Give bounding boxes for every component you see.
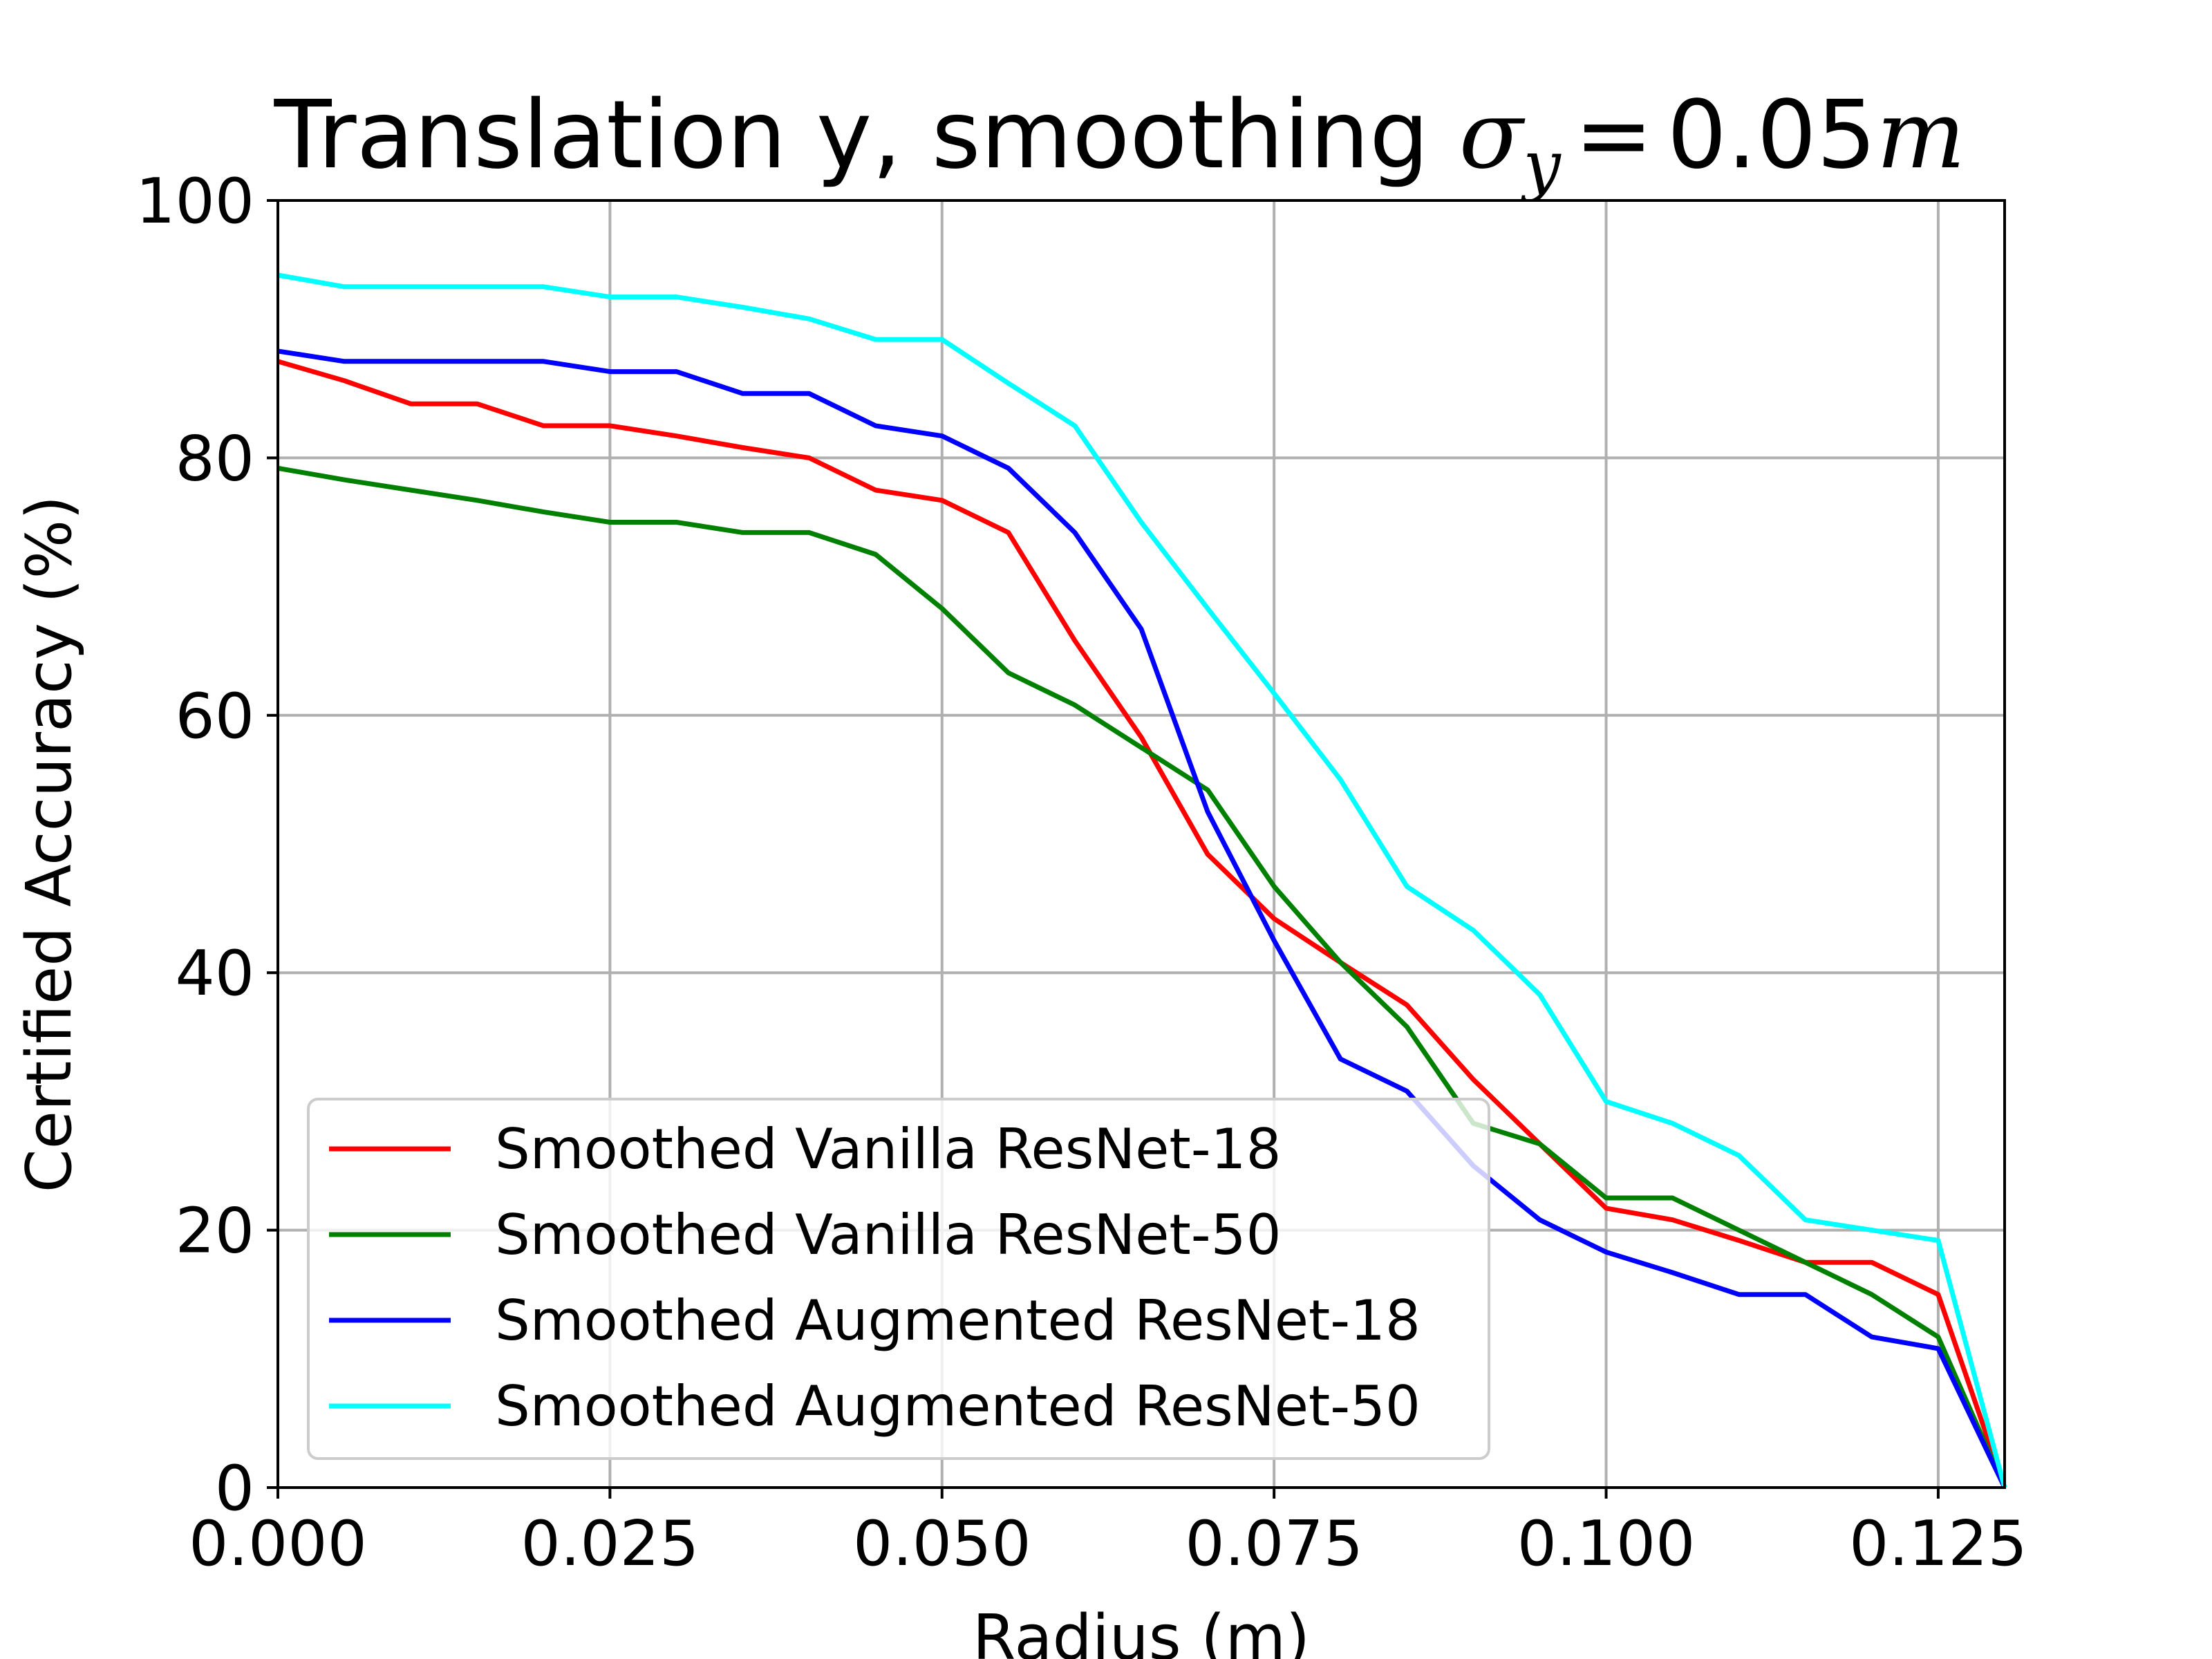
y-tick-label: 100 [135,165,254,238]
title-unit: m [1876,81,1965,190]
title-sigma-subscript: y [1520,126,1562,204]
y-tick-label: 60 [175,680,254,753]
x-tick-label: 0.125 [1849,1508,2027,1580]
x-axis-label: Radius (m) [973,1602,1310,1659]
legend-frame [307,1098,1490,1460]
title-sigma-symbol: σ [1459,81,1526,190]
y-axis-label: Certified Accuracy (%) [13,496,86,1193]
series-line-4 [277,272,2007,1488]
x-tick-label: 0.075 [1185,1508,1363,1580]
y-tick-label: 20 [175,1195,254,1268]
series-line-2 [277,465,2007,1489]
title-value: 0.05 [1667,81,1877,190]
axis-ticks: 0.000 0.025 0.050 0.075 0.100 0.125 0 20 40 60 80 1… [135,165,2027,1580]
title-equals: = [1575,81,1653,190]
x-tick-label: 0.050 [853,1508,1031,1580]
x-tick-label: 0.000 [189,1508,367,1580]
legend-label-1: Smoothed Vanilla ResNet-18 [495,1117,1281,1181]
series-line-3 [277,348,2007,1489]
y-tick-label: 80 [175,422,254,495]
x-tick-label: 0.100 [1517,1508,1696,1580]
series-lines [277,272,2007,1489]
title-prefix: Translation y, smoothing [274,81,1459,190]
chart-title: Translation y, smoothing σy = 0.05m [274,81,1966,204]
legend-label-2: Smoothed Vanilla ResNet-50 [495,1203,1281,1267]
legend-label-4: Smoothed Augmented ResNet-50 [495,1374,1421,1438]
y-tick-label: 40 [175,937,254,1010]
y-tick-label: 0 [215,1452,254,1525]
series-line-1 [277,359,2007,1489]
legend-label-3: Smoothed Augmented ResNet-18 [495,1288,1421,1353]
legend: Smoothed Vanilla ResNet-18 Smoothed Vanil… [307,1098,1490,1460]
x-tick-label: 0.025 [521,1508,700,1580]
plot-frame [276,199,2006,1489]
